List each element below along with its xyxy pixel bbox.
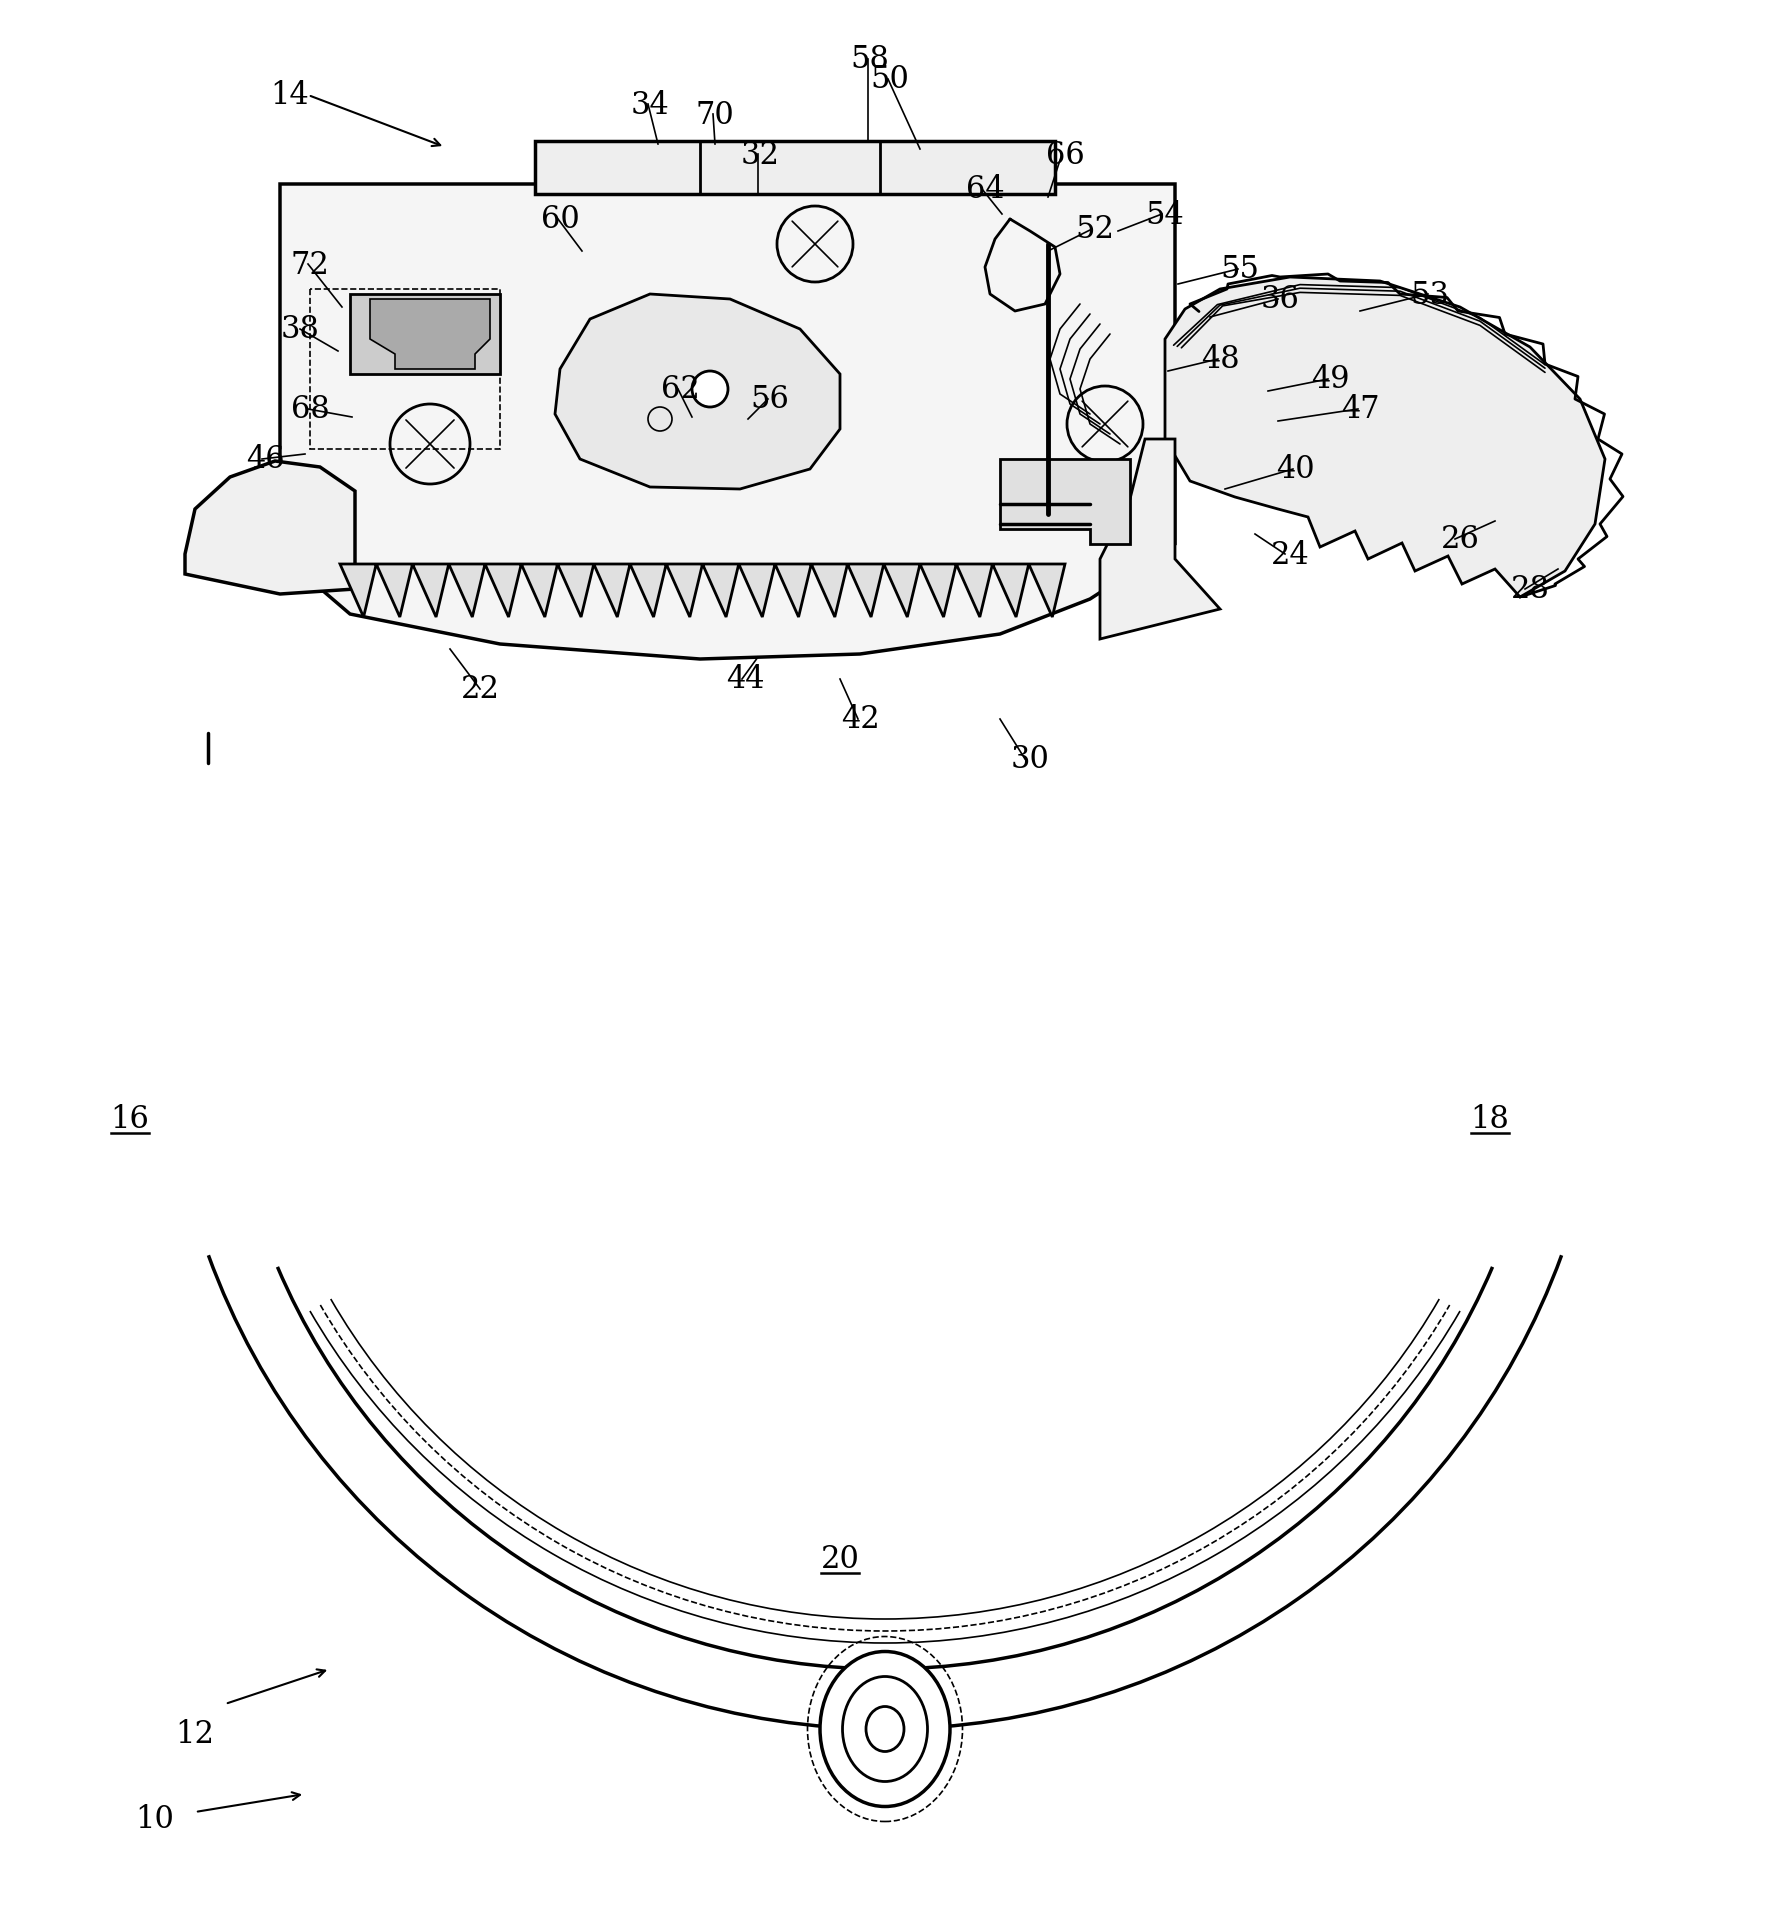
Ellipse shape	[820, 1652, 950, 1806]
Polygon shape	[1165, 277, 1605, 598]
Text: 10: 10	[136, 1804, 175, 1835]
Text: 52: 52	[1076, 213, 1115, 246]
Text: 55: 55	[1221, 254, 1260, 285]
Text: 30: 30	[1011, 744, 1050, 775]
Text: 46: 46	[246, 444, 285, 475]
Text: 16: 16	[110, 1104, 149, 1135]
Text: 68: 68	[290, 394, 329, 425]
Text: 36: 36	[1260, 285, 1299, 315]
Text: 48: 48	[1200, 344, 1239, 375]
Text: 58: 58	[851, 44, 890, 75]
Text: 28: 28	[1510, 575, 1549, 606]
Text: 56: 56	[750, 385, 789, 415]
Polygon shape	[280, 185, 1175, 660]
Text: 40: 40	[1276, 454, 1315, 485]
Text: 24: 24	[1271, 538, 1310, 571]
Text: 12: 12	[175, 1719, 214, 1750]
Text: 42: 42	[841, 704, 880, 735]
Text: 38: 38	[281, 313, 319, 346]
Polygon shape	[1099, 440, 1220, 640]
Text: 18: 18	[1471, 1104, 1510, 1135]
Polygon shape	[340, 565, 1066, 617]
Text: 20: 20	[821, 1544, 860, 1575]
Text: 49: 49	[1312, 363, 1349, 396]
Text: 47: 47	[1340, 394, 1379, 425]
Polygon shape	[535, 142, 1055, 194]
Text: 50: 50	[871, 65, 910, 96]
Text: 54: 54	[1145, 200, 1184, 231]
Polygon shape	[1000, 460, 1129, 544]
Text: 44: 44	[726, 663, 765, 694]
Text: 66: 66	[1046, 140, 1085, 171]
Circle shape	[692, 371, 727, 408]
Text: 34: 34	[630, 90, 669, 121]
Text: 60: 60	[540, 204, 579, 235]
Text: 26: 26	[1441, 525, 1480, 556]
Text: 70: 70	[696, 100, 735, 131]
Polygon shape	[186, 462, 356, 594]
Polygon shape	[556, 294, 841, 490]
Text: 62: 62	[660, 375, 699, 406]
Text: 22: 22	[460, 675, 499, 706]
Polygon shape	[370, 300, 490, 369]
Text: 14: 14	[271, 79, 310, 110]
Text: 72: 72	[290, 250, 329, 281]
Ellipse shape	[866, 1706, 904, 1752]
Text: 53: 53	[1411, 279, 1450, 310]
Polygon shape	[350, 294, 499, 375]
Text: 32: 32	[740, 140, 779, 171]
Text: 64: 64	[966, 175, 1004, 206]
